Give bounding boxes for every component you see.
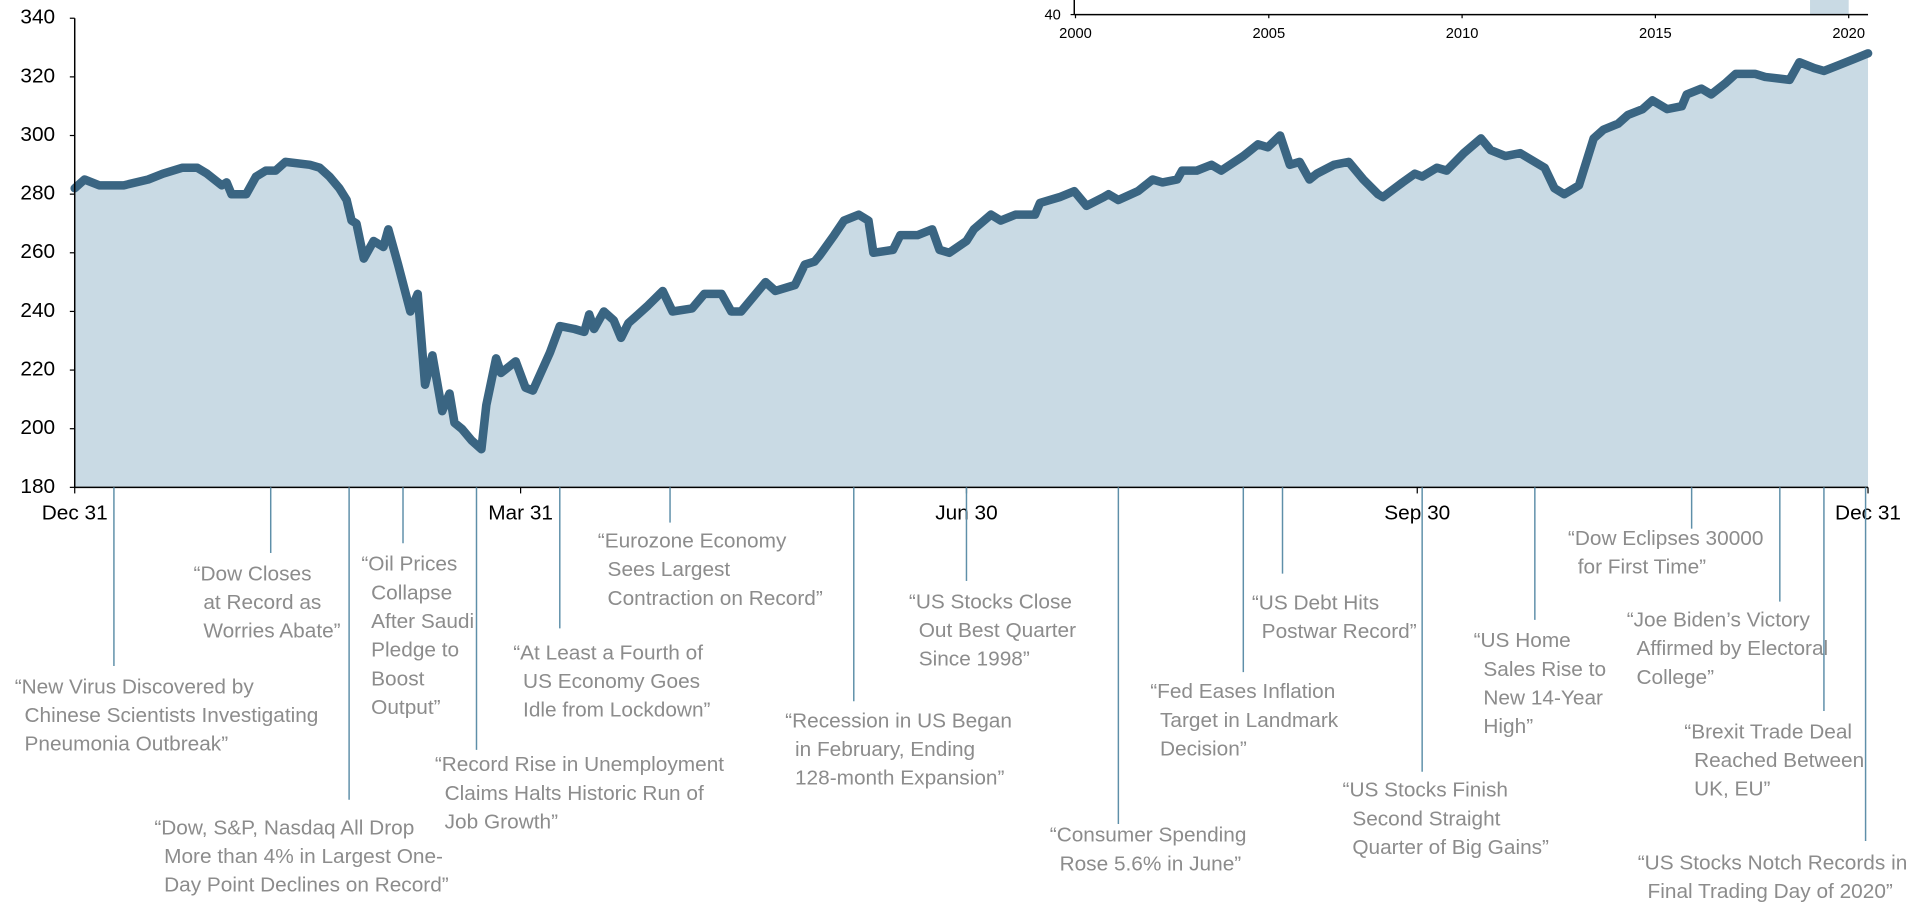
x-tick-label: Dec 31 [1835,502,1901,525]
annotation-text: “Dow Eclipses 30000 [1568,527,1764,550]
annotation-text: Day Point Declines on Record” [164,874,449,897]
annotation-text: Worries Abate” [203,620,340,643]
annotation-text: Final Trading Day of 2020” [1648,880,1893,903]
annotation-text: Sees Largest [608,558,731,581]
annotation-text: High” [1483,715,1533,738]
y-tick-label: 220 [20,358,55,381]
annotation-text: “New Virus Discovered by [15,675,255,698]
annotation-text: Chinese Scientists Investigating [24,704,318,727]
annotation-text: Boost [371,667,424,690]
annotation-text: Since 1998” [919,648,1030,671]
annotation-text: “Dow Closes [194,562,312,585]
annotation-text: “Oil Prices [361,553,457,576]
annotation-text: College” [1637,666,1715,689]
annotation-text: New 14-Year [1483,687,1603,710]
annotation-text: Claims Halts Historic Run of [445,782,704,805]
annotation-text: After Saudi [371,610,474,633]
highlight [1810,0,1849,15]
y-tick-label: 320 [20,64,55,87]
x-tick-label: Dec 31 [42,502,108,525]
inset-x-tick-label: 2020 [1832,26,1865,42]
y-tick-label: 200 [20,416,55,439]
annotation-text: Second Straight [1352,807,1500,830]
annotation-text: 128-month Expansion” [795,767,1005,790]
annotation-text: Out Best Quarter [919,619,1076,642]
annotation-text: “US Stocks Finish [1343,779,1508,802]
x-tick-label: Sep 30 [1384,502,1450,525]
annotation-text: Quarter of Big Gains” [1352,836,1549,859]
annotation-text: “Joe Biden’s Victory [1627,609,1811,632]
area-fill [74,53,1869,488]
annotation-text: Affirmed by Electoral [1637,637,1829,660]
annotation-text: More than 4% in Largest One- [164,845,443,868]
annotation-text: “Record Rise in Unemployment [435,753,724,776]
annotation-text: “US Stocks Close [909,590,1072,613]
annotation-text: Sales Rise to [1483,658,1606,681]
annotation-text: “Dow, S&P, Nasdaq All Drop [154,816,414,839]
y-tick-label: 300 [20,123,55,146]
annotation-text: Reached Between [1694,749,1864,772]
y-tick-label: 340 [20,6,55,29]
annotation-text: Job Growth” [445,811,558,834]
annotation-text: “Recession in US Began [785,709,1012,732]
annotation-text: Idle from Lockdown” [523,699,711,722]
x-tick-label: Mar 31 [488,502,553,525]
inset-x-tick-label: 2010 [1446,26,1479,42]
annotation-text: for First Time” [1578,556,1706,579]
annotation-text: at Record as [203,591,321,614]
annotation-text: Contraction on Record” [608,587,823,610]
annotation-text: “Fed Eases Inflation [1150,680,1335,703]
inset-x-tick-label: 2005 [1252,26,1285,42]
y-tick-label: 240 [20,299,55,322]
annotation-text: Postwar Record” [1262,620,1417,643]
annotation-text: “US Home [1474,629,1571,652]
line [70,49,1873,454]
annotation-text: “Consumer Spending [1050,824,1247,847]
annotation-text: Pneumonia Outbreak” [24,733,228,756]
annotation-text: “At Least a Fourth of [513,641,703,664]
annotation-text: in February, Ending [795,738,975,761]
annotation-text: “US Debt Hits [1252,592,1379,615]
y-tick-label: 280 [20,182,55,205]
annotation-text: UK, EU” [1694,778,1770,801]
inset-x-tick-label: 2000 [1059,26,1092,42]
annotation-text: “Eurozone Economy [598,530,787,553]
annotation-text: Rose 5.6% in June” [1060,852,1242,875]
y-tick-label: 260 [20,240,55,263]
annotation-text: Decision” [1160,738,1247,761]
annotation-text: “Brexit Trade Deal [1684,720,1852,743]
inset-x-tick-label: 2015 [1639,26,1672,42]
annotation-text: US Economy Goes [523,670,700,693]
annotation-text: Collapse [371,581,452,604]
annotation-text: Pledge to [371,639,459,662]
inset-y-tick-label: 40 [1044,8,1060,24]
annotation-text: “US Stocks Notch Records in [1638,852,1906,875]
y-tick-label: 180 [20,475,55,498]
annotation-text: Target in Landmark [1160,709,1339,732]
annotation-text: Output” [371,696,441,719]
